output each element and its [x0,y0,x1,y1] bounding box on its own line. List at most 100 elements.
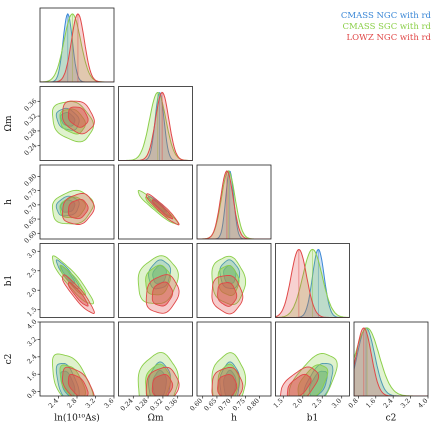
y-tick-label: 0.36 [23,97,39,113]
panel-2-3 [196,243,272,318]
x-tick-label: 0.65 [202,397,218,413]
panel-0-0 [39,7,115,83]
contour-68-lowz-ngc-with-r-d [151,199,174,220]
y-tick-label: 0.70 [23,201,39,217]
x-tick-label: 0.24 [119,397,135,413]
marginal-h-lowz-ngc-with-r-d [197,170,271,239]
contour-68-cmass-ngc-with-r-d [60,265,76,284]
legend: CMASS NGC with rd CMASS SGC with rd LOWZ… [341,11,432,43]
contour-68-cmass-sgc-with-r-d [59,364,86,396]
panel-0-3: 1.5 2.0 2.5 3.0 [25,243,115,318]
panel-frame [118,86,193,161]
x-axis-label-b1: b1 [307,414,319,424]
legend-entry-lowz-ngc: LOWZ NGC with rd [347,33,432,43]
panel-frame [118,243,193,318]
y-tick-label: 3.0 [25,247,38,260]
y-tick-label: 0.75 [23,186,39,202]
y-tick-label: 2.4 [25,353,38,366]
panel-frame [196,164,272,240]
y-tick-label: 2.5 [25,267,38,280]
contour-95-cmass-sgc-with-r-d [137,255,179,305]
panel-frame [275,321,350,397]
marginal-omega-m-lowz-ngc-with-r-d [118,91,193,161]
contour-68-lowz-ngc-with-r-d [286,373,312,396]
panel-frame [39,164,115,240]
panel-2-4: 0.600.650.700.750.80 [188,321,272,413]
contour-68-cmass-sgc-with-r-d [297,364,329,396]
y-tick-label: 0.28 [23,127,39,143]
panel-0-2: 0.600.650.700.750.80 [23,164,115,245]
panel-3-4: 1.5 2.0 2.5 3.0 [272,321,350,410]
marginal-c2-lowz-ngc-with-r-d [354,327,428,396]
panel-0-1: 0.240.280.320.36 [23,86,115,161]
contour-68-lowz-ngc-with-r-d [67,198,89,220]
y-tick-label: 0.60 [23,229,39,245]
x-tick-label: 2.8 [65,397,78,410]
y-tick-label: 1.6 [25,370,38,383]
panel-frame [275,243,350,318]
contour-95-cmass-sgc-with-r-d [288,353,338,396]
contour-68-cmass-sgc-with-r-d [145,264,171,296]
y-axis-label-h: h [4,199,14,205]
contour-95-lowz-ngc-with-r-d [145,193,180,226]
contour-95-lowz-ngc-with-r-d [62,274,95,314]
x-tick-label: 0.36 [163,397,179,413]
y-tick-label: 0.80 [23,172,39,188]
x-tick-label: 0.70 [217,397,233,413]
x-axis-label-omega-m: Ωm [148,414,164,424]
x-tick-label: 4.0 [416,397,429,410]
x-tick-label: 0.8 [347,397,360,410]
y-tick-label: 3.2 [25,335,38,348]
contour-95-lowz-ngc-with-r-d [145,366,180,396]
panel-frame [39,86,115,161]
marginal-ln-10-10-a-s-lowz-ngc-with-r-d [40,13,114,82]
panel-frame [39,7,115,83]
y-tick-label: 0.65 [23,215,39,231]
x-tick-label: 0.32 [148,397,164,413]
contour-68-lowz-ngc-with-r-d [217,282,238,307]
x-tick-label: 0.80 [245,397,261,413]
contour-95-cmass-sgc-with-r-d [211,255,247,306]
contour-95-cmass-sgc-with-r-d [137,352,179,396]
contour-95-cmass-sgc-with-r-d [51,255,94,305]
y-tick-label: 2.0 [25,286,38,299]
contour-95-lowz-ngc-with-r-d [280,366,320,396]
y-axis-label-omega-m: Ωm [4,115,14,131]
y-tick-label: 1.5 [25,305,38,318]
x-tick-label: 3.6 [102,397,115,410]
y-axis-label-c2: c2 [4,354,14,365]
x-axis-label-h: h [231,414,237,424]
contour-68-cmass-sgc-with-r-d [59,196,86,219]
contour-68-cmass-ngc-with-r-d [308,370,328,396]
panel-frame [118,321,193,397]
contour-95-cmass-ngc-with-r-d [219,361,241,396]
contour-68-cmass-ngc-with-r-d [152,265,167,284]
marginal-omega-m-cmass-ngc-with-r-d [118,92,193,161]
contour-95-lowz-ngc-with-r-d [211,366,244,396]
panel-frame [196,243,272,318]
marginal-b1-lowz-ngc-with-r-d [275,248,350,318]
x-tick-label: 2.4 [382,397,395,410]
y-tick-label: 0.32 [23,112,39,128]
contour-95-lowz-ngc-with-r-d [62,100,95,135]
y-axis-label-b1: b1 [4,275,14,287]
panel-1-2 [118,164,193,240]
panel-frame [196,321,272,397]
x-axis-label-ln-10-10-a-s: ln(10¹⁰As) [54,413,99,424]
x-tick-label: 2.4 [47,397,60,410]
contour-95-cmass-ngc-with-r-d [148,361,172,396]
x-tick-label: 0.60 [188,397,204,413]
panel-0-4: 2.4 2.8 3.2 3.6 0.8 1.6 2.4 3.2 4.0 [25,318,115,410]
panel-1-1 [118,86,193,161]
panel-frame [118,164,193,240]
contour-68-lowz-ngc-with-r-d [151,281,174,307]
x-tick-label: 3.2 [84,397,97,410]
x-tick-label: 0.75 [231,397,247,413]
x-tick-label: 3.2 [399,397,412,410]
contour-68-lowz-ngc-with-r-d [67,373,89,396]
panel-1-3 [118,243,193,318]
x-tick-label: 2.5 [311,397,324,410]
panel-4-4: 0.8 1.6 2.4 3.2 4.0 [347,321,429,410]
panel-frame [39,243,115,318]
